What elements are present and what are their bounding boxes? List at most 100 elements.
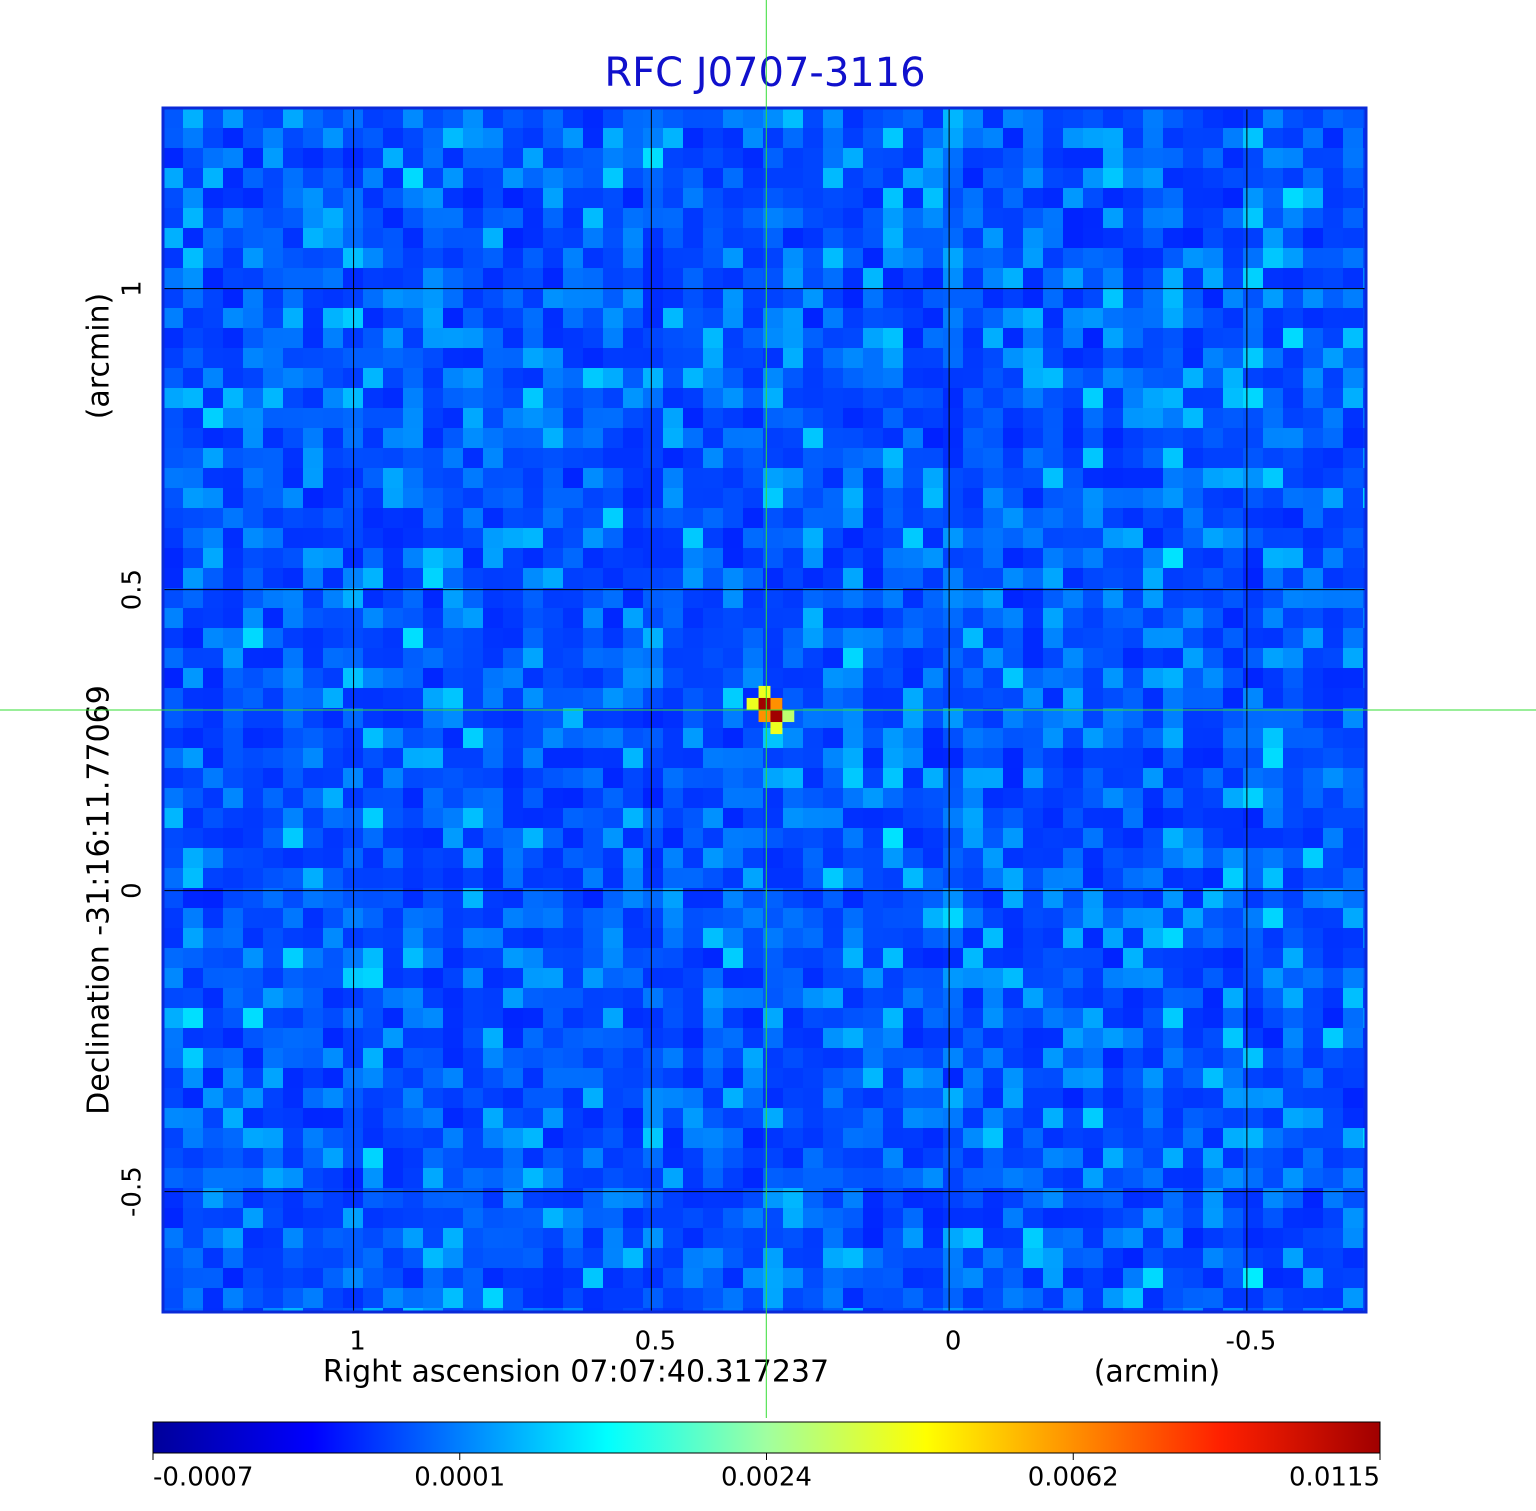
noise-cell xyxy=(743,1188,763,1208)
noise-cell xyxy=(643,1028,663,1048)
noise-cell xyxy=(463,648,483,668)
noise-cell xyxy=(303,808,323,828)
noise-cell xyxy=(1163,1148,1183,1168)
noise-cell xyxy=(183,848,203,868)
noise-cell xyxy=(323,288,343,308)
noise-cell xyxy=(1163,928,1183,948)
noise-cell xyxy=(603,208,623,228)
noise-cell xyxy=(403,668,423,688)
noise-cell xyxy=(303,1128,323,1148)
noise-cell xyxy=(923,308,943,328)
noise-cell xyxy=(303,208,323,228)
noise-cell xyxy=(843,548,863,568)
noise-cell xyxy=(703,1108,723,1128)
noise-cell xyxy=(1123,1188,1143,1208)
noise-cell xyxy=(1263,408,1283,428)
noise-cell xyxy=(203,528,223,548)
noise-cell xyxy=(1343,1148,1363,1168)
noise-cell xyxy=(1303,1308,1323,1312)
noise-cell xyxy=(763,248,783,268)
noise-cell xyxy=(803,1028,823,1048)
noise-cell xyxy=(363,1168,383,1188)
noise-cell xyxy=(483,748,503,768)
noise-cell xyxy=(663,548,683,568)
colorbar-tick-label: 0.0115 xyxy=(1289,1463,1380,1493)
noise-cell xyxy=(963,508,983,528)
noise-cell xyxy=(983,628,1003,648)
noise-cell xyxy=(483,648,503,668)
noise-cell xyxy=(1043,508,1063,528)
noise-cell xyxy=(943,1128,963,1148)
noise-cell xyxy=(943,748,963,768)
noise-cell xyxy=(263,1028,283,1048)
noise-cell xyxy=(1183,848,1203,868)
noise-cell xyxy=(383,468,403,488)
noise-cell xyxy=(1303,1228,1323,1248)
noise-cell xyxy=(603,1008,623,1028)
noise-cell xyxy=(1123,748,1143,768)
noise-cell xyxy=(223,1008,243,1028)
noise-cell xyxy=(703,708,723,728)
noise-cell xyxy=(403,568,423,588)
noise-cell xyxy=(743,108,763,128)
noise-cell xyxy=(683,1188,703,1208)
noise-cell xyxy=(443,968,463,988)
noise-cell xyxy=(1283,788,1303,808)
noise-cell xyxy=(403,1008,423,1028)
noise-cell xyxy=(703,888,723,908)
noise-cell xyxy=(1343,488,1363,508)
noise-cell xyxy=(1083,1208,1103,1228)
noise-cell xyxy=(743,968,763,988)
noise-cell xyxy=(723,828,743,848)
noise-cell xyxy=(283,1048,303,1068)
noise-cell xyxy=(503,968,523,988)
noise-cell xyxy=(1083,528,1103,548)
noise-cell xyxy=(563,1268,583,1288)
noise-cell xyxy=(203,288,223,308)
noise-cell xyxy=(783,668,803,688)
noise-cell xyxy=(1043,1308,1063,1312)
noise-cell xyxy=(323,428,343,448)
noise-cell xyxy=(483,308,503,328)
noise-cell xyxy=(1263,1188,1283,1208)
noise-cell xyxy=(163,1208,183,1228)
noise-cell xyxy=(1243,548,1263,568)
noise-cell xyxy=(783,448,803,468)
noise-cell xyxy=(363,268,383,288)
noise-cell xyxy=(623,968,643,988)
noise-cell xyxy=(1263,468,1283,488)
noise-cell xyxy=(563,848,583,868)
noise-cell xyxy=(443,428,463,448)
noise-cell xyxy=(383,488,403,508)
noise-cell xyxy=(1203,548,1223,568)
noise-cell xyxy=(683,468,703,488)
noise-cell xyxy=(1223,248,1243,268)
noise-cell xyxy=(363,428,383,448)
noise-cell xyxy=(1323,1068,1343,1088)
noise-cell xyxy=(1183,1128,1203,1148)
noise-cell xyxy=(1023,548,1043,568)
noise-cell xyxy=(863,988,883,1008)
noise-cell xyxy=(303,628,323,648)
noise-cell xyxy=(743,948,763,968)
noise-cell xyxy=(643,368,663,388)
noise-cell xyxy=(343,408,363,428)
noise-cell xyxy=(983,988,1003,1008)
noise-cell xyxy=(383,288,403,308)
noise-cell xyxy=(643,568,663,588)
noise-cell xyxy=(443,188,463,208)
noise-cell xyxy=(1163,228,1183,248)
noise-cell xyxy=(363,708,383,728)
noise-cell xyxy=(1163,548,1183,568)
noise-cell xyxy=(703,448,723,468)
noise-cell xyxy=(1183,168,1203,188)
noise-cell xyxy=(243,668,263,688)
noise-cell xyxy=(343,1208,363,1228)
noise-cell xyxy=(623,1128,643,1148)
noise-cell xyxy=(1023,1028,1043,1048)
noise-cell xyxy=(783,308,803,328)
noise-cell xyxy=(1023,608,1043,628)
noise-cell xyxy=(1203,968,1223,988)
noise-cell xyxy=(1143,1228,1163,1248)
noise-cell xyxy=(1023,1288,1043,1308)
